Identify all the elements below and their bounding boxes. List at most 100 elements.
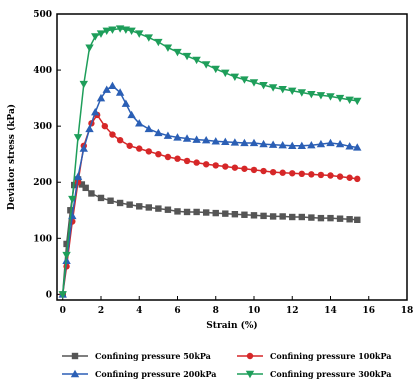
- data-point: [107, 197, 114, 204]
- data-point: [108, 26, 117, 34]
- data-point: [268, 84, 278, 92]
- x-axis-title: Strain (%): [206, 320, 257, 331]
- legend-label: Confining pressure 200kPa: [95, 369, 216, 379]
- data-point: [73, 134, 83, 142]
- x-tick-label: 18: [401, 306, 414, 316]
- data-point: [249, 79, 259, 87]
- data-point: [144, 34, 154, 42]
- data-point: [58, 291, 67, 299]
- data-point: [211, 65, 220, 74]
- data-point: [67, 207, 74, 214]
- x-tick-label: 10: [248, 306, 261, 316]
- legend-item: Confining pressure 50kPa: [62, 351, 211, 361]
- x-tick-label: 8: [213, 306, 219, 316]
- data-point: [136, 145, 143, 152]
- series-line: [61, 113, 358, 295]
- data-point: [231, 164, 239, 171]
- data-point: [144, 124, 154, 133]
- x-tick-label: 0: [60, 306, 66, 316]
- data-point: [353, 143, 362, 151]
- data-point: [297, 89, 307, 97]
- data-point: [154, 38, 163, 47]
- data-point: [278, 85, 287, 94]
- data-point: [96, 93, 106, 102]
- y-tick-label: 500: [33, 10, 52, 20]
- data-point: [316, 139, 326, 148]
- data-point: [102, 85, 111, 93]
- y-tick-label: 200: [33, 178, 52, 188]
- data-point: [182, 52, 192, 61]
- data-point: [126, 142, 133, 149]
- data-point: [212, 209, 219, 217]
- plot-border: [56, 13, 408, 301]
- data-point: [241, 165, 248, 172]
- data-point: [279, 213, 286, 220]
- data-point: [354, 175, 361, 183]
- data-point: [192, 135, 201, 143]
- data-point: [212, 162, 219, 169]
- data-point: [346, 174, 353, 181]
- data-point: [202, 209, 210, 216]
- data-point: [173, 133, 182, 141]
- data-point: [317, 171, 325, 179]
- legend-label: Confining pressure 50kPa: [95, 351, 211, 361]
- data-point: [336, 215, 344, 222]
- data-point: [163, 131, 173, 139]
- data-point: [222, 163, 229, 170]
- x-tick-label: 6: [174, 306, 180, 316]
- x-tick-label: 2: [98, 306, 104, 316]
- data-point: [269, 168, 277, 176]
- legend-item: Confining pressure 200kPa: [62, 369, 216, 379]
- legend-marker: [245, 370, 255, 379]
- data-point: [250, 166, 258, 174]
- data-point: [127, 27, 136, 36]
- data-point: [201, 61, 211, 69]
- data-point: [183, 157, 191, 165]
- data-point: [155, 205, 162, 212]
- data-point: [278, 141, 287, 149]
- data-point: [73, 172, 83, 180]
- data-point: [174, 208, 181, 215]
- data-point: [260, 212, 267, 220]
- y-tick-label: 0: [46, 290, 52, 300]
- legend-item: Confining pressure 100kPa: [237, 351, 391, 361]
- legend-marker: [71, 352, 79, 360]
- data-point: [135, 119, 144, 127]
- data-point: [192, 56, 201, 65]
- data-point: [79, 80, 88, 89]
- legend-marker: [70, 369, 80, 378]
- data-point: [279, 169, 286, 176]
- data-point: [231, 211, 239, 218]
- x-axis: 0 2 4 6 8 10 12 14 16 18: [60, 296, 414, 316]
- legend-item: Confining pressure 300kPa: [237, 369, 391, 379]
- legend: Confining pressure 50kPa Confining pressu…: [62, 351, 391, 379]
- series-line: [61, 27, 358, 295]
- data-point: [240, 76, 249, 84]
- data-point: [115, 88, 125, 96]
- data-point: [79, 144, 88, 152]
- data-point: [82, 184, 89, 192]
- data-point: [289, 170, 296, 177]
- data-point: [298, 213, 306, 221]
- data-point: [163, 44, 173, 52]
- data-point: [241, 211, 248, 218]
- data-point: [85, 124, 94, 133]
- data-point: [327, 214, 334, 222]
- data-point: [221, 69, 230, 78]
- data-point: [230, 73, 240, 82]
- legend-label: Confining pressure 300kPa: [270, 369, 391, 379]
- data-point: [91, 107, 100, 116]
- data-point: [164, 206, 172, 213]
- data-point: [297, 141, 307, 149]
- data-point: [221, 137, 230, 146]
- series-2: [59, 111, 361, 298]
- data-point: [136, 203, 143, 210]
- x-tick-label: 16: [362, 306, 375, 316]
- x-tick-label: 14: [324, 306, 337, 316]
- data-point: [88, 190, 95, 197]
- data-point: [268, 140, 278, 148]
- series-line: [61, 178, 358, 295]
- data-point: [145, 204, 153, 211]
- data-point: [317, 214, 325, 222]
